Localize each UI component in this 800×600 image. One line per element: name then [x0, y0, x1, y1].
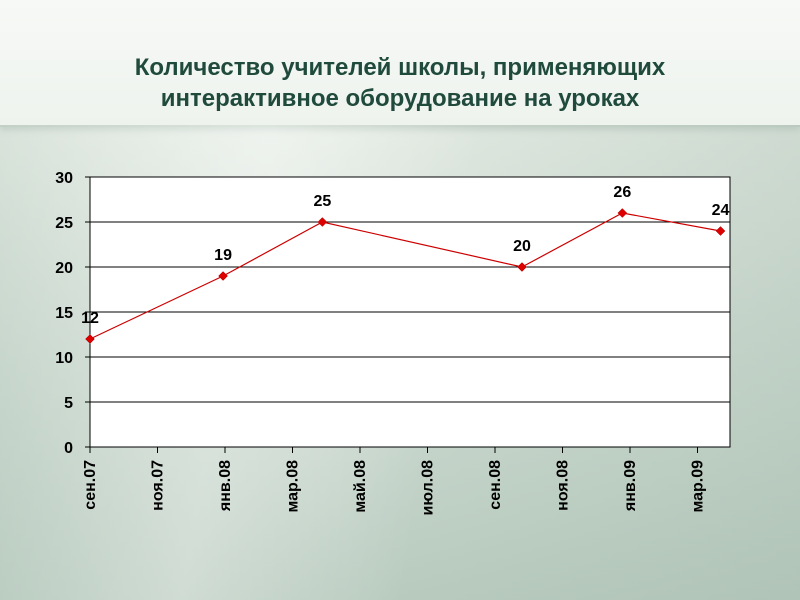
x-tick-label: мар.09 [690, 460, 707, 513]
data-label: 26 [613, 184, 631, 201]
data-point [317, 217, 328, 227]
x-tick-label: мар.08 [285, 460, 302, 513]
data-label: 25 [313, 193, 331, 210]
title-band [0, 0, 800, 127]
x-tick-label: янв.09 [622, 460, 639, 512]
data-label: 12 [81, 310, 99, 327]
y-axis: 0 5 10 15 20 25 30 [55, 170, 90, 457]
data-point [617, 208, 628, 218]
x-tick-label: май.08 [352, 460, 369, 513]
x-tick-label: ноя.07 [150, 460, 167, 511]
data-label: 24 [712, 202, 730, 219]
y-tick-label: 15 [55, 305, 73, 322]
x-tick-label: сен.07 [82, 460, 99, 510]
x-tick-label: янв.08 [217, 460, 234, 512]
data-point [218, 271, 228, 281]
y-tick-label: 0 [64, 440, 73, 457]
x-tick-label: сен.08 [487, 460, 504, 510]
data-point [715, 226, 726, 236]
x-tick-label: июл.08 [420, 460, 437, 516]
gridlines [90, 221, 730, 403]
y-tick-label: 20 [55, 260, 73, 277]
data-point [517, 262, 527, 272]
x-axis: сен.07 ноя.07 янв.08 мар.08 май.08 июл.08 сен.… [82, 447, 707, 516]
data-point [85, 334, 95, 344]
y-tick-label: 30 [55, 170, 73, 187]
data-label: 20 [513, 238, 531, 255]
y-tick-label: 25 [55, 215, 73, 232]
y-tick-label: 5 [64, 395, 73, 412]
y-tick-label: 10 [55, 350, 73, 367]
series-line [89, 212, 721, 340]
slide-title: Количество учителей школы, применяющих и… [134, 54, 666, 112]
data-label: 19 [214, 247, 232, 264]
series-layer: 12 19 25 20 26 24 [81, 184, 730, 344]
x-tick-label: ноя.08 [555, 460, 572, 511]
